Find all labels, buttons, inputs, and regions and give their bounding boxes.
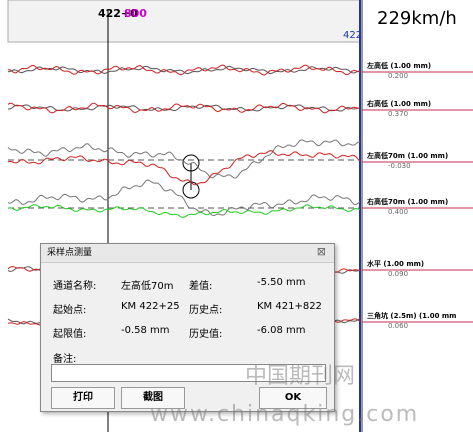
watermark: 中国期刊网 [245, 364, 356, 389]
field-value: KM 422+25 [121, 301, 180, 312]
speed: 229km/h [377, 8, 457, 29]
channel-label: 左高低70m (1.00 mm) [366, 151, 448, 160]
channel-label: 右高低70m (1.00 mm) [366, 197, 448, 206]
field-value: -5.50 mm [257, 277, 306, 288]
print-button[interactable]: 打印 [51, 387, 115, 409]
note-input[interactable] [51, 364, 326, 382]
waveform [7, 65, 361, 75]
note-label: 备注: [53, 354, 77, 365]
channel-label: 水平 (1.00 mm) [367, 259, 424, 268]
waveform [7, 204, 361, 218]
field-value: 左高低70m [121, 281, 174, 292]
screenshot-button[interactable]: 截图 [121, 387, 185, 409]
dialog-title: 采样点测量 [41, 244, 334, 263]
field-value: -0.58 mm [121, 325, 170, 336]
channel-value: -0.030 [388, 162, 411, 170]
waveform [7, 179, 361, 217]
field-label: 历史点: [189, 305, 223, 316]
channel-label: 右高低 (1.00 mm) [366, 99, 431, 108]
ok-button[interactable]: OK [259, 387, 327, 409]
field-label: 起始点: [53, 305, 87, 316]
close-button[interactable]: ⊠ [316, 245, 326, 258]
field-value: KM 421+822 [257, 301, 322, 312]
waveform [7, 139, 361, 179]
watermark-url: www.chinaqking.com [150, 402, 420, 427]
channel-value: 0.060 [388, 322, 408, 330]
marker-label: 422 [343, 30, 362, 41]
header-strip [7, 0, 361, 43]
field-label: 起限值: [53, 329, 87, 340]
mileage-overlay: 800 [124, 7, 147, 20]
field-label: 通道名称: [53, 281, 97, 292]
mileage: 422+0 [98, 7, 138, 20]
channel-label: 三角坑 (2.5m) (1.00 mm [367, 311, 456, 320]
waveform [7, 150, 361, 186]
waveform [7, 64, 361, 76]
dialog: 采样点测量 ⊠ 通道名称: 左高低70m 差值: -5.50 mm 起始点: KM 422… [40, 243, 335, 412]
field-value: -6.08 mm [257, 325, 306, 336]
channel-value: 0.370 [388, 110, 408, 118]
channel-label: 左高低 (1.00 mm) [366, 61, 431, 70]
field-label: 历史值: [189, 329, 223, 340]
waveform [7, 102, 361, 114]
channel-value: 0.400 [388, 208, 408, 216]
channel-value: 0.200 [388, 72, 408, 80]
channel-value: 0.090 [388, 270, 408, 278]
field-label: 差值: [189, 281, 213, 292]
